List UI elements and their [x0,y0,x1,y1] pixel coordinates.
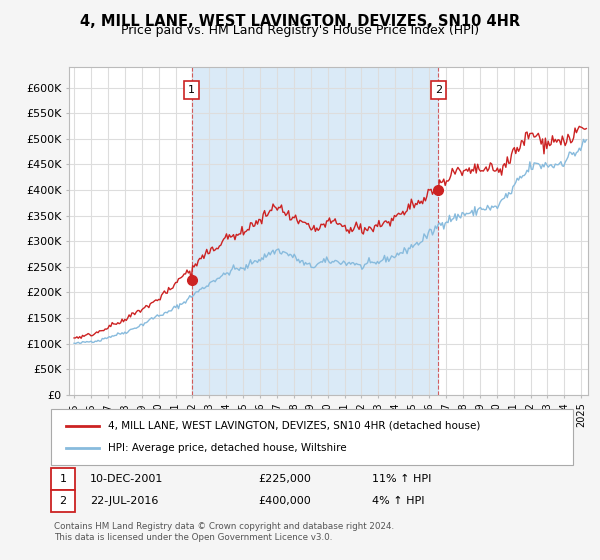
Text: £400,000: £400,000 [258,496,311,506]
Text: HPI: Average price, detached house, Wiltshire: HPI: Average price, detached house, Wilt… [108,443,347,453]
Text: 22-JUL-2016: 22-JUL-2016 [90,496,158,506]
Text: 10-DEC-2001: 10-DEC-2001 [90,474,163,484]
Text: £225,000: £225,000 [258,474,311,484]
Text: 4% ↑ HPI: 4% ↑ HPI [372,496,425,506]
Text: Contains HM Land Registry data © Crown copyright and database right 2024.: Contains HM Land Registry data © Crown c… [54,522,394,531]
Text: 1: 1 [59,474,67,484]
Text: 2: 2 [435,85,442,95]
Text: 11% ↑ HPI: 11% ↑ HPI [372,474,431,484]
Text: 2: 2 [59,496,67,506]
Text: 4, MILL LANE, WEST LAVINGTON, DEVIZES, SN10 4HR: 4, MILL LANE, WEST LAVINGTON, DEVIZES, S… [80,14,520,29]
Text: 1: 1 [188,85,195,95]
Text: This data is licensed under the Open Government Licence v3.0.: This data is licensed under the Open Gov… [54,533,332,542]
Text: Price paid vs. HM Land Registry's House Price Index (HPI): Price paid vs. HM Land Registry's House … [121,24,479,36]
Text: 4, MILL LANE, WEST LAVINGTON, DEVIZES, SN10 4HR (detached house): 4, MILL LANE, WEST LAVINGTON, DEVIZES, S… [108,421,481,431]
Bar [191,67,439,395]
